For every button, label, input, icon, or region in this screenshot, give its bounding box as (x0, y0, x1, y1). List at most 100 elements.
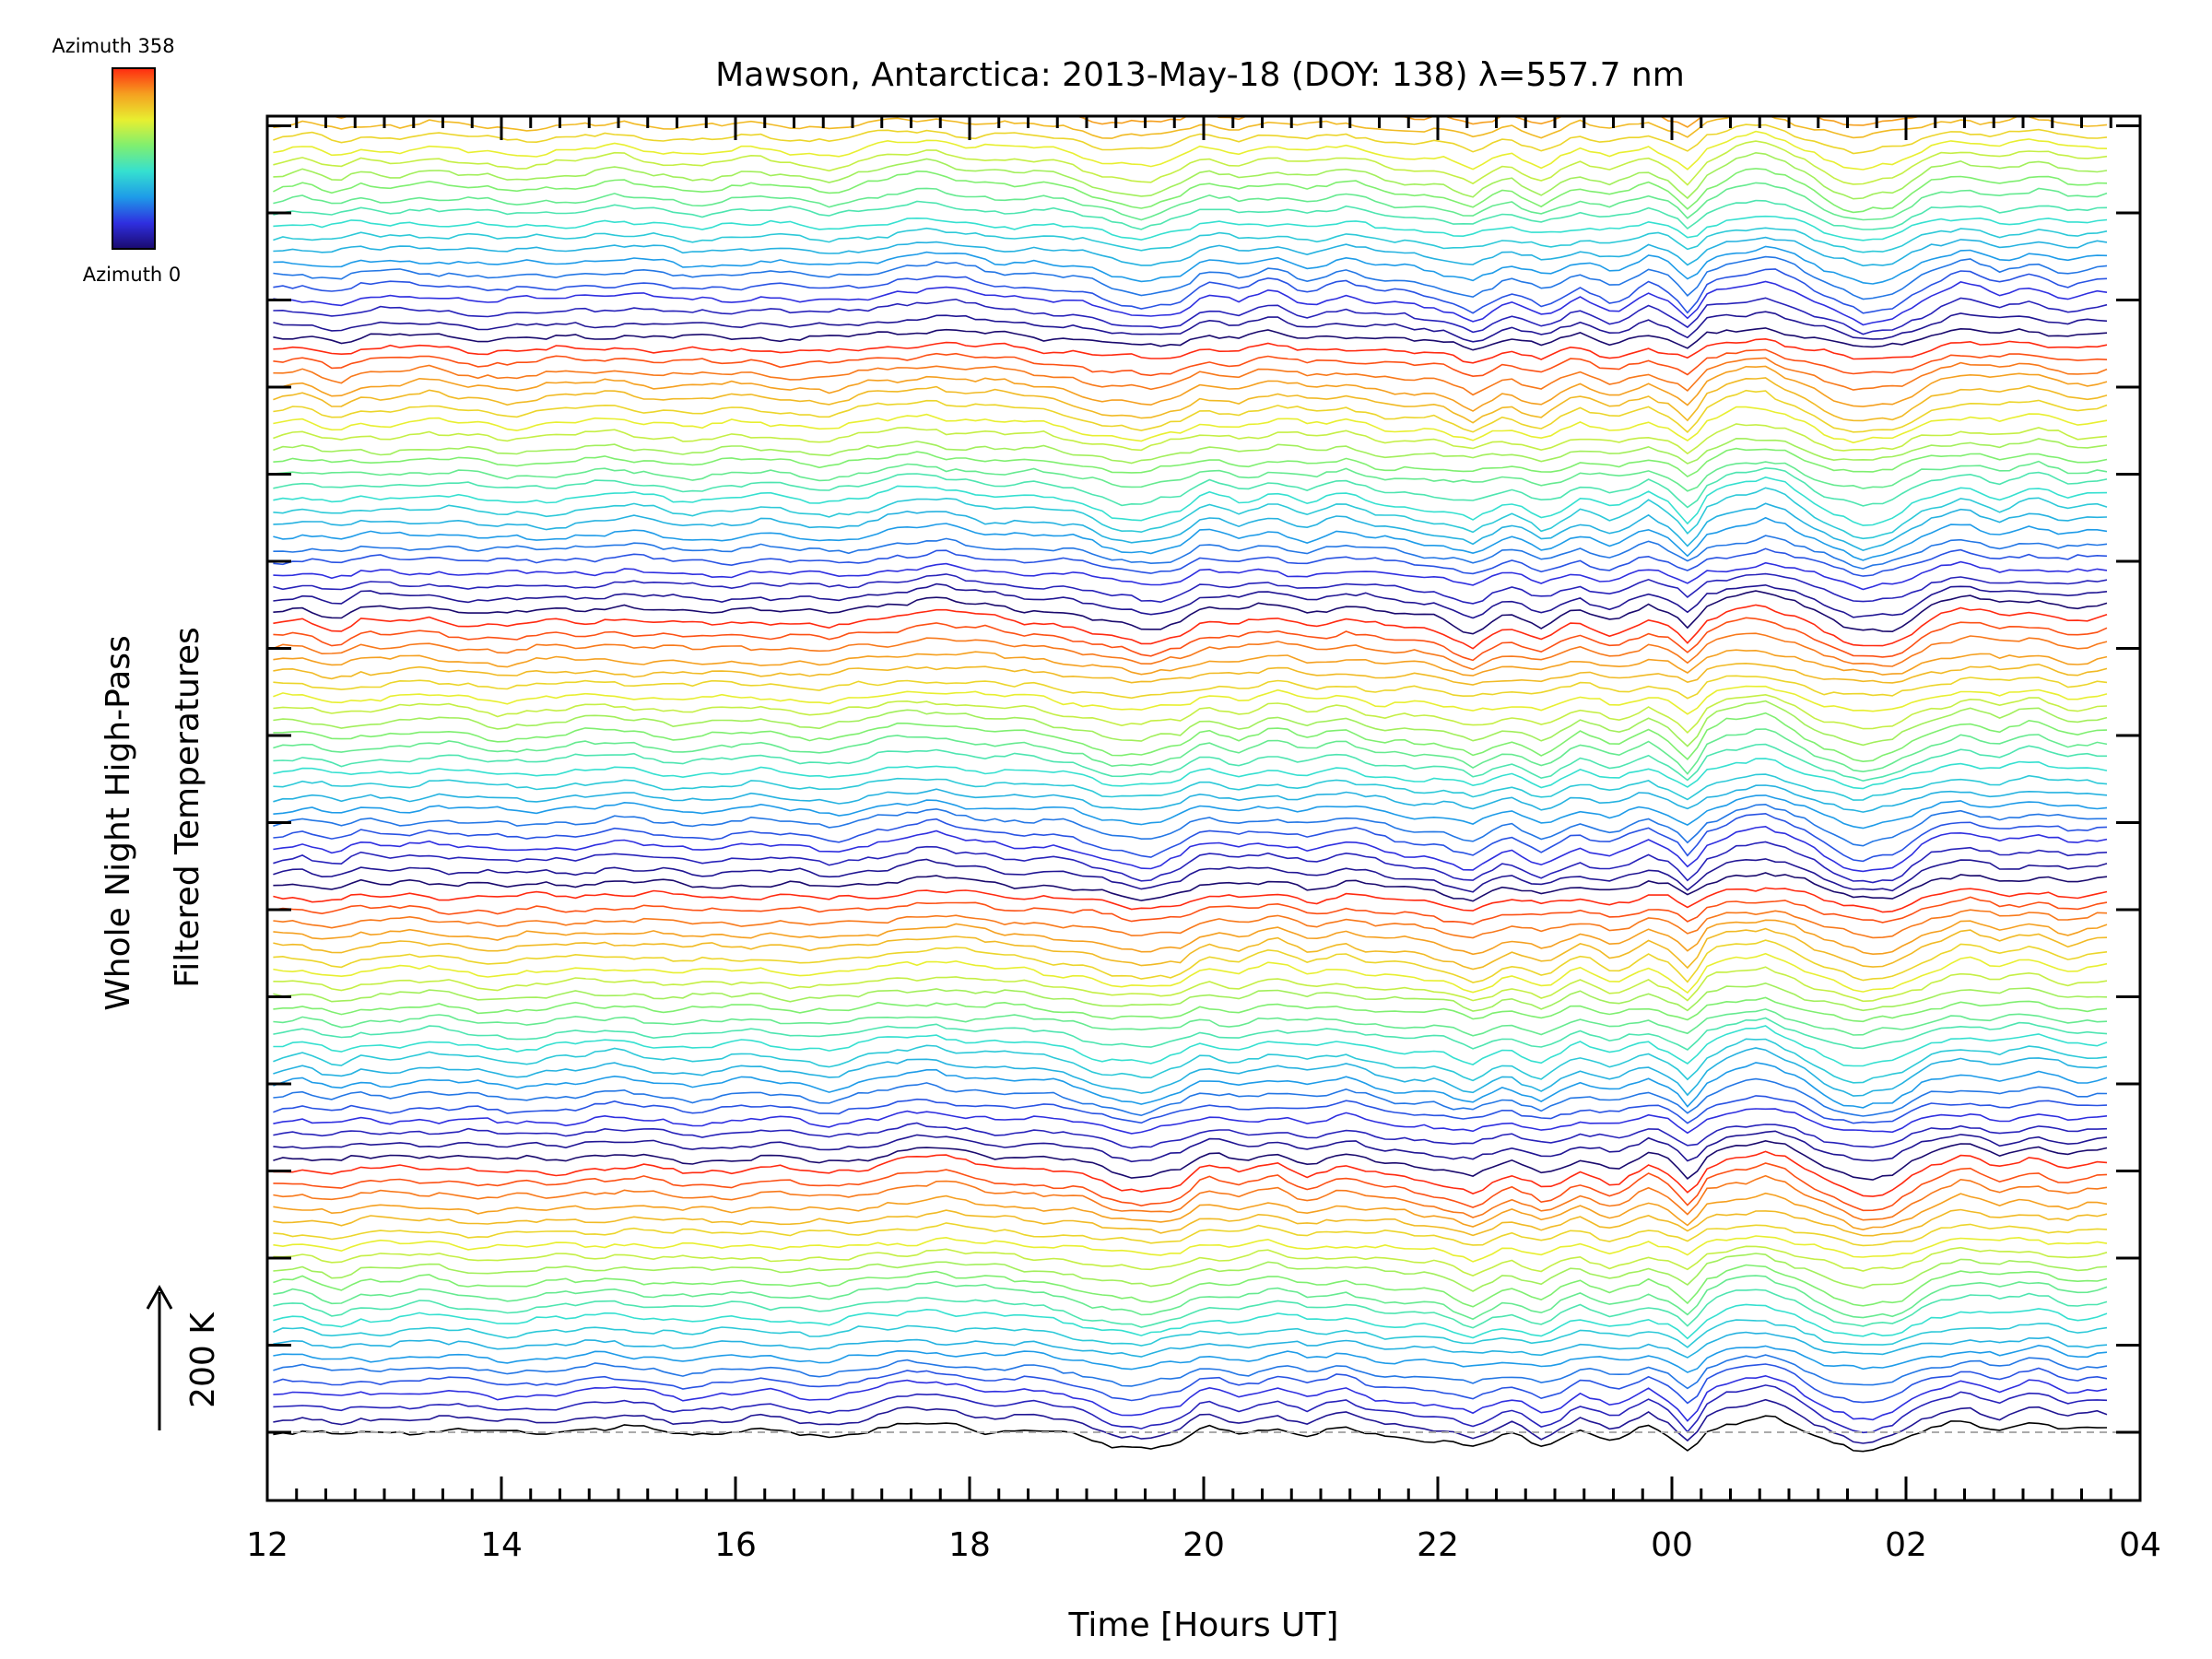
temperature-series-line (273, 227, 2108, 253)
temperature-series-line (273, 327, 2108, 351)
temperature-series-line (273, 547, 2108, 577)
temperature-series-line (273, 245, 2108, 285)
temperature-series-line (273, 1363, 2108, 1405)
temperature-series-line (273, 268, 2108, 314)
temperature-series-line (273, 535, 2108, 570)
temperature-series-line (273, 675, 2108, 700)
temperature-series-line (273, 1222, 2108, 1247)
temperature-series-line (273, 255, 2108, 300)
x-axis-label: Time [Hours UT] (1068, 1606, 1339, 1644)
temperature-series-line (273, 1038, 2108, 1084)
temperature-series-line (273, 1245, 2108, 1277)
temperature-series-line (273, 1122, 2108, 1149)
temperature-series-line (273, 582, 2108, 619)
temperature-series-line (273, 887, 2108, 913)
temperature-series-line (273, 516, 2108, 561)
temperature-series-line (273, 1162, 2108, 1212)
temperature-series-line (273, 236, 2108, 267)
temperature-series-line (273, 406, 2108, 444)
temperature-series-line (273, 1415, 2108, 1453)
temperature-series-line (273, 560, 2108, 591)
temperature-series-line (273, 617, 2108, 662)
temperature-series-line (273, 140, 2108, 186)
temperature-series-line (273, 743, 2107, 782)
temperature-series-line (273, 1174, 2108, 1221)
x-tick-label: 22 (1417, 1526, 1459, 1564)
temperature-series-line (273, 1062, 2108, 1109)
ticks-layer (265, 116, 2142, 1500)
y-axis-label-line2: Filtered Temperatures (169, 627, 206, 988)
temperature-series-line (273, 858, 2108, 893)
temperature-series-line (273, 365, 2108, 412)
temperature-series-line (273, 502, 2108, 551)
temperature-series-line (273, 572, 2108, 605)
temperature-series-line (273, 26, 2107, 58)
temperature-series-line (273, 1047, 2108, 1097)
temperature-series-line (273, 649, 2108, 677)
colorbar-bottom-label: Azimuth 0 (83, 264, 182, 286)
temperature-series-line (273, 151, 2108, 200)
temperature-series-line (273, 700, 2108, 747)
temperature-series-line (273, 199, 2108, 230)
temperature-series-line (273, 437, 2108, 465)
temperature-series-line (273, 1398, 2108, 1444)
temperature-series-line (273, 1208, 2108, 1237)
temperature-series-line (273, 773, 2108, 801)
temperature-series-line (273, 662, 2108, 686)
temperature-series-line (273, 1374, 2108, 1422)
temperature-series-line (273, 1095, 2108, 1124)
temperature-series-line (273, 1354, 2108, 1390)
temperature-series-line (273, 348, 2108, 378)
temperature-series-line (273, 794, 2108, 830)
x-tick-label: 04 (2119, 1526, 2161, 1564)
temperature-series-line (273, 1344, 2108, 1373)
temperature-series-line (273, 1017, 2108, 1051)
temperature-series-line (273, 466, 2108, 509)
temperature-series-line (273, 447, 2108, 478)
temperature-series-line (273, 168, 2108, 214)
temperature-series-line (273, 487, 2108, 540)
temperature-series-line (273, 590, 2108, 635)
temperature-series-line (273, 15, 2107, 42)
scale-bar-arrowhead (146, 1284, 173, 1310)
y-axis-label-line1: Whole Night High-Pass (100, 635, 137, 1011)
temperature-series-line (273, 1130, 2108, 1163)
temperature-series-line (273, 1384, 2108, 1434)
temperature-series-line (273, 1150, 2108, 1197)
scale-bar-label: 200 K (184, 1312, 222, 1408)
temperature-series-line (273, 1264, 2108, 1308)
temperature-series-line (273, 1253, 2108, 1292)
temperature-series-line (273, 130, 2108, 171)
colorbar-top-label: Azimuth 358 (52, 35, 174, 57)
temperature-series-line (273, 909, 2108, 939)
x-tick-label: 18 (948, 1526, 991, 1564)
temperature-series-line (273, 982, 2108, 1012)
temperature-series-line (273, 1025, 2108, 1067)
x-tick-labels: 12 14 16 18 20 22 00 02 04 (246, 1526, 2161, 1564)
temperature-series-line (273, 1303, 2108, 1340)
temperature-series-line (273, 1288, 2108, 1329)
temperature-series-line (273, 996, 2108, 1023)
temperature-series-line (273, 685, 2108, 715)
temperature-series-line (273, 872, 2108, 902)
temperature-series-line (273, 966, 2108, 1003)
temperature-series-line (273, 1077, 2108, 1117)
temperature-series-line (273, 896, 2108, 925)
temperature-series-line (273, 477, 2108, 526)
temperature-series-line (273, 1331, 2108, 1359)
x-tick-label: 12 (246, 1526, 288, 1564)
temperature-series-line (273, 927, 2108, 971)
temperature-series-line (273, 693, 2108, 735)
temperature-series-line (273, 311, 2108, 343)
temperature-series-line (273, 124, 2108, 155)
temperature-series-line (273, 758, 2108, 790)
temperature-series-line (273, 460, 2108, 492)
temperature-series-line (273, 1008, 2108, 1037)
temperature-series-line (273, 812, 2108, 863)
temperature-series-line (273, 825, 2108, 873)
temperature-series-line (273, 1235, 2108, 1263)
temperature-series-line (273, 712, 2108, 763)
temperature-series-line (273, 952, 2108, 994)
x-tick-label: 02 (1885, 1526, 1927, 1564)
